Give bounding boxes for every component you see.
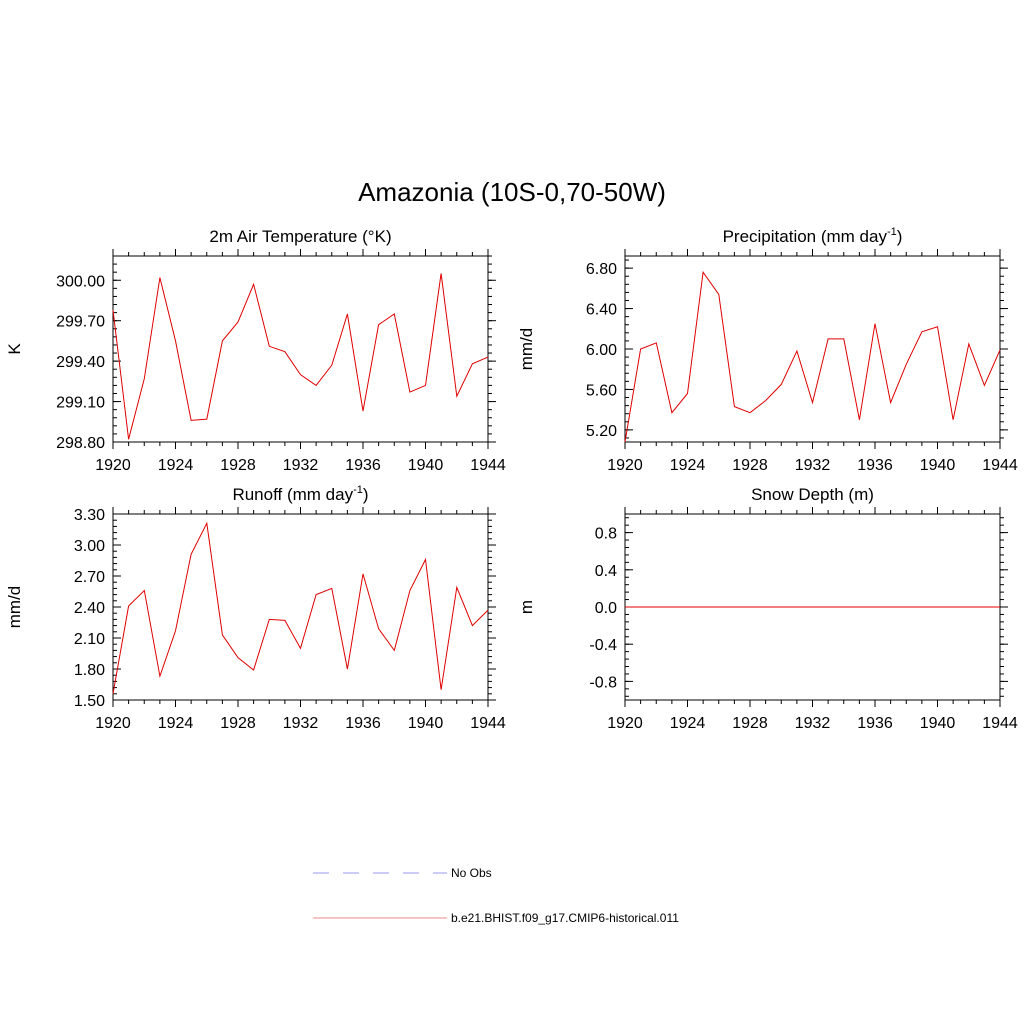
y-tick-label: 5.60 bbox=[586, 382, 617, 399]
x-tick-label: 1924 bbox=[670, 715, 706, 732]
legend-label: b.e21.BHIST.f09_g17.CMIP6-historical.011 bbox=[451, 911, 679, 925]
y-tick-label: 299.40 bbox=[56, 354, 105, 371]
y-tick-label: 2.70 bbox=[74, 569, 105, 586]
y-tick-label: 3.30 bbox=[74, 507, 105, 524]
panel-title: 2m Air Temperature (°K) bbox=[209, 227, 391, 246]
y-tick-label: 300.00 bbox=[56, 273, 105, 290]
y-tick-label: 6.40 bbox=[586, 302, 617, 319]
x-tick-label: 1928 bbox=[220, 457, 256, 474]
x-tick-label: 1940 bbox=[920, 715, 956, 732]
x-tick-label: 1944 bbox=[982, 715, 1018, 732]
panel-1: 1920 1924 1928 1932 1936 1940 1944 298.80 299.10… bbox=[5, 227, 506, 474]
y-tick-label: 6.00 bbox=[586, 342, 617, 359]
x-tick-label: 1940 bbox=[408, 715, 444, 732]
x-tick-label: 1932 bbox=[795, 715, 831, 732]
panel-2: 1920 1924 1928 1932 1936 1940 1944 5.20 5.60 6.00… bbox=[517, 226, 1018, 474]
plot-frame bbox=[112, 255, 489, 443]
plot-frame bbox=[112, 513, 489, 701]
x-tick-label: 1944 bbox=[470, 457, 506, 474]
y-tick-label: 5.20 bbox=[586, 423, 617, 440]
y-tick-label: -0.4 bbox=[589, 637, 617, 654]
series-line bbox=[112, 521, 489, 694]
y-tick-label: 6.80 bbox=[586, 261, 617, 278]
series-line bbox=[624, 270, 1001, 443]
legend-label: No Obs bbox=[451, 866, 492, 880]
x-tick-label: 1920 bbox=[607, 715, 643, 732]
y-tick-label: 299.70 bbox=[56, 314, 105, 331]
y-tick-label: 2.40 bbox=[74, 600, 105, 617]
x-tick-label: 1936 bbox=[345, 715, 381, 732]
legend-entry: No Obs bbox=[313, 866, 492, 880]
y-tick-label: 3.00 bbox=[74, 538, 105, 555]
x-tick-label: 1924 bbox=[158, 715, 194, 732]
x-tick-label: 1920 bbox=[95, 715, 131, 732]
x-tick-label: 1928 bbox=[220, 715, 256, 732]
plot-frame bbox=[624, 255, 1001, 443]
x-tick-label: 1932 bbox=[795, 457, 831, 474]
panel-title: Runoff (mm day-1) bbox=[232, 484, 368, 504]
x-tick-label: 1928 bbox=[732, 715, 768, 732]
x-tick-label: 1924 bbox=[158, 457, 194, 474]
figure-title: Amazonia (10S-0,70-50W) bbox=[358, 177, 666, 207]
x-tick-label: 1932 bbox=[283, 715, 319, 732]
y-axis-label: K bbox=[5, 343, 24, 355]
x-tick-label: 1944 bbox=[470, 715, 506, 732]
y-tick-label: 298.80 bbox=[56, 435, 105, 452]
x-tick-label: 1928 bbox=[732, 457, 768, 474]
panel-title: Snow Depth (m) bbox=[751, 485, 874, 504]
series-line bbox=[112, 273, 489, 440]
y-tick-label: 0.0 bbox=[595, 600, 617, 617]
x-tick-label: 1920 bbox=[607, 457, 643, 474]
y-tick-label: 1.50 bbox=[74, 693, 105, 710]
y-tick-label: -0.8 bbox=[589, 674, 617, 691]
panel-3: 1920 1924 1928 1932 1936 1940 1944 1.50 1.80 2.10… bbox=[5, 484, 506, 732]
y-axis-label: m bbox=[517, 600, 536, 614]
x-tick-label: 1924 bbox=[670, 457, 706, 474]
x-tick-label: 1940 bbox=[408, 457, 444, 474]
x-tick-label: 1936 bbox=[857, 457, 893, 474]
x-tick-label: 1920 bbox=[95, 457, 131, 474]
x-tick-label: 1932 bbox=[283, 457, 319, 474]
y-tick-label: 0.8 bbox=[595, 526, 617, 543]
y-tick-label: 0.4 bbox=[595, 563, 617, 580]
y-axis-label: mm/d bbox=[5, 586, 24, 629]
legend-entry: b.e21.BHIST.f09_g17.CMIP6-historical.011 bbox=[313, 911, 679, 925]
x-tick-label: 1940 bbox=[920, 457, 956, 474]
x-tick-label: 1936 bbox=[857, 715, 893, 732]
x-tick-label: 1944 bbox=[982, 457, 1018, 474]
panel-4: 1920 1924 1928 1932 1936 1940 1944 -0.8 -0.4 0.0 0… bbox=[517, 485, 1018, 732]
y-tick-label: 1.80 bbox=[74, 662, 105, 679]
legend: No Obs b.e21.BHIST.f09_g17.CMIP6-historic… bbox=[313, 866, 679, 925]
y-axis-label: mm/d bbox=[517, 328, 536, 371]
y-tick-label: 299.10 bbox=[56, 395, 105, 412]
panel-title: Precipitation (mm day-1) bbox=[723, 226, 903, 246]
y-tick-label: 2.10 bbox=[74, 631, 105, 648]
panels: 1920 1924 1928 1932 1936 1940 1944 298.80 299.10… bbox=[5, 226, 1018, 732]
x-tick-label: 1936 bbox=[345, 457, 381, 474]
